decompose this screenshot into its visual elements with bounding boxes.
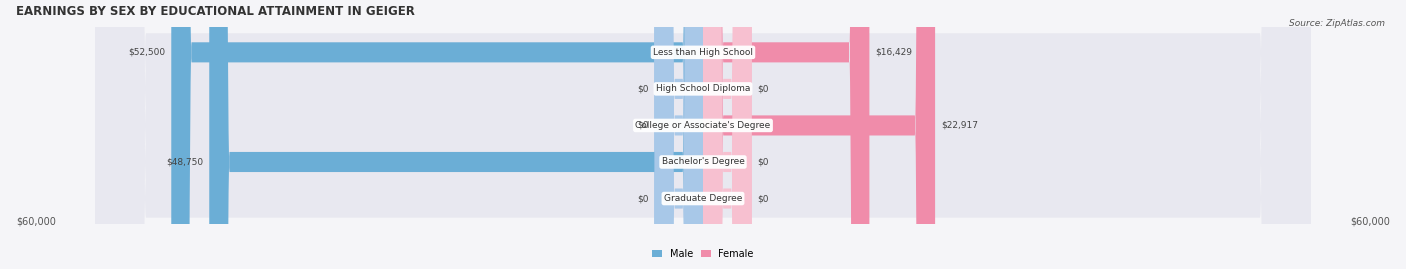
FancyBboxPatch shape	[96, 0, 1310, 269]
Text: $48,750: $48,750	[166, 157, 204, 167]
Text: $16,429: $16,429	[876, 48, 912, 57]
Text: $0: $0	[637, 194, 648, 203]
Text: Less than High School: Less than High School	[652, 48, 754, 57]
FancyBboxPatch shape	[703, 0, 869, 269]
FancyBboxPatch shape	[209, 0, 703, 269]
FancyBboxPatch shape	[703, 0, 752, 269]
Text: $0: $0	[637, 84, 648, 93]
FancyBboxPatch shape	[654, 0, 703, 269]
FancyBboxPatch shape	[654, 0, 703, 269]
Text: $0: $0	[637, 121, 648, 130]
Text: $60,000: $60,000	[1350, 216, 1389, 226]
Text: High School Diploma: High School Diploma	[655, 84, 751, 93]
Text: $0: $0	[758, 157, 769, 167]
FancyBboxPatch shape	[654, 0, 703, 269]
FancyBboxPatch shape	[96, 0, 1310, 269]
Text: Graduate Degree: Graduate Degree	[664, 194, 742, 203]
FancyBboxPatch shape	[96, 0, 1310, 269]
FancyBboxPatch shape	[96, 0, 1310, 269]
Text: EARNINGS BY SEX BY EDUCATIONAL ATTAINMENT IN GEIGER: EARNINGS BY SEX BY EDUCATIONAL ATTAINMEN…	[17, 5, 415, 17]
Text: Bachelor's Degree: Bachelor's Degree	[662, 157, 744, 167]
Text: $0: $0	[758, 84, 769, 93]
FancyBboxPatch shape	[703, 0, 752, 269]
Text: $22,917: $22,917	[941, 121, 979, 130]
Text: $60,000: $60,000	[17, 216, 56, 226]
FancyBboxPatch shape	[703, 0, 935, 269]
FancyBboxPatch shape	[172, 0, 703, 269]
Text: $0: $0	[758, 194, 769, 203]
FancyBboxPatch shape	[96, 0, 1310, 269]
Text: $52,500: $52,500	[128, 48, 165, 57]
FancyBboxPatch shape	[703, 0, 752, 269]
Legend: Male, Female: Male, Female	[648, 245, 758, 263]
Text: Source: ZipAtlas.com: Source: ZipAtlas.com	[1289, 19, 1385, 28]
Text: College or Associate's Degree: College or Associate's Degree	[636, 121, 770, 130]
